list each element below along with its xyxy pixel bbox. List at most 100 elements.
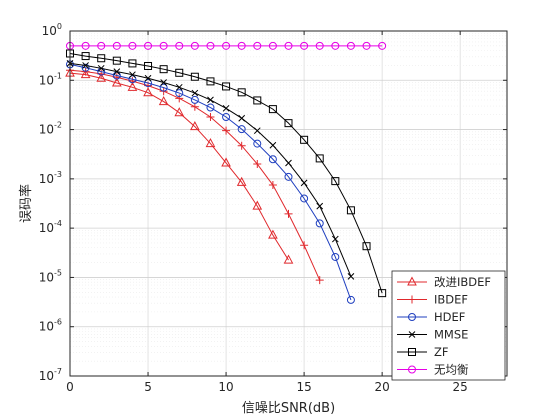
data-point [128, 41, 137, 50]
series-1 [65, 67, 294, 264]
data-point [129, 71, 136, 79]
data-point [362, 242, 371, 251]
x-tick-label: 20 [375, 380, 390, 394]
y-tick-label: 10-1 [39, 71, 62, 87]
data-point [128, 75, 137, 84]
legend-label: 无均衡 [434, 363, 469, 377]
data-point [300, 241, 309, 250]
data-point [206, 103, 215, 112]
legend-entry: ZF [397, 345, 449, 359]
legend-marker [408, 331, 416, 338]
data-point [253, 96, 262, 105]
legend-marker [407, 276, 417, 286]
data-point [347, 273, 355, 280]
x-tick-label: 5 [144, 380, 152, 394]
data-point [268, 229, 278, 239]
data-point [222, 104, 230, 112]
data-point [159, 83, 168, 92]
data-point [237, 125, 246, 134]
data-point [238, 114, 246, 122]
data-point [268, 155, 277, 164]
data-point [268, 181, 277, 190]
data-point [378, 289, 387, 298]
y-tick-label: 100 [42, 22, 62, 38]
legend-entry: MMSE [397, 328, 468, 342]
data-point [300, 41, 309, 50]
data-point [174, 107, 185, 117]
data-point [284, 119, 293, 128]
legend-label: HDEF [434, 310, 465, 324]
data-point [190, 95, 199, 104]
data-point [315, 154, 324, 163]
data-point [144, 61, 153, 70]
data-point [378, 41, 387, 50]
data-point [284, 209, 293, 218]
data-point [159, 41, 168, 50]
plot-frame [69, 30, 508, 377]
data-point [128, 59, 137, 68]
data-point [97, 54, 106, 63]
data-point [205, 138, 216, 148]
series-4 [66, 60, 355, 280]
data-point [96, 72, 107, 82]
data-point [236, 176, 247, 186]
data-point [143, 87, 153, 97]
data-point [252, 200, 263, 210]
data-point [222, 112, 231, 121]
data-point [346, 206, 355, 215]
data-point [362, 41, 371, 50]
legend-marker [408, 295, 416, 304]
x-tick-label: 10 [218, 380, 233, 394]
y-tick-label: 10-7 [39, 367, 62, 383]
data-point [113, 68, 121, 75]
data-point [112, 41, 121, 50]
data-point [285, 159, 292, 167]
legend-label: MMSE [434, 328, 468, 342]
series-line [69, 72, 289, 261]
data-point [159, 65, 168, 74]
data-point [206, 112, 215, 121]
data-point [112, 56, 121, 65]
data-point [268, 105, 277, 114]
data-point [316, 202, 324, 210]
data-point [190, 72, 199, 81]
data-point [237, 141, 246, 150]
legend: 改进IBDEF IBDEF HDEF MMSE ZF 无均衡 [391, 270, 506, 381]
legend-box [391, 270, 506, 381]
series-layer [65, 41, 387, 304]
legend-entry: 改进IBDEF [397, 275, 491, 289]
y-tick-label: 10-3 [39, 170, 62, 186]
data-point [175, 89, 184, 98]
series-line [69, 52, 383, 294]
series-line [69, 63, 352, 301]
data-point [160, 79, 167, 86]
data-point [331, 41, 340, 50]
x-tick-label: 0 [66, 380, 74, 394]
data-point [284, 172, 293, 181]
legend-label: 改进IBDEF [434, 275, 491, 289]
y-tick-label: 10-4 [39, 219, 62, 235]
data-point [111, 77, 122, 87]
data-point [253, 41, 262, 50]
data-point [269, 141, 277, 149]
data-point [284, 41, 293, 50]
data-point [315, 276, 324, 285]
data-point [175, 83, 183, 91]
data-point [268, 41, 277, 50]
data-point [190, 121, 200, 131]
data-point [144, 74, 152, 82]
data-point [97, 41, 106, 50]
data-point [81, 63, 90, 72]
data-point [206, 41, 215, 50]
data-point [253, 160, 262, 169]
data-point [221, 157, 231, 167]
data-point [331, 177, 340, 186]
data-point [191, 89, 199, 97]
data-point [127, 81, 138, 91]
data-point [80, 69, 91, 79]
data-point [81, 52, 90, 61]
data-point [300, 194, 309, 203]
legend-marker [408, 365, 416, 374]
legend-marker [408, 348, 416, 356]
